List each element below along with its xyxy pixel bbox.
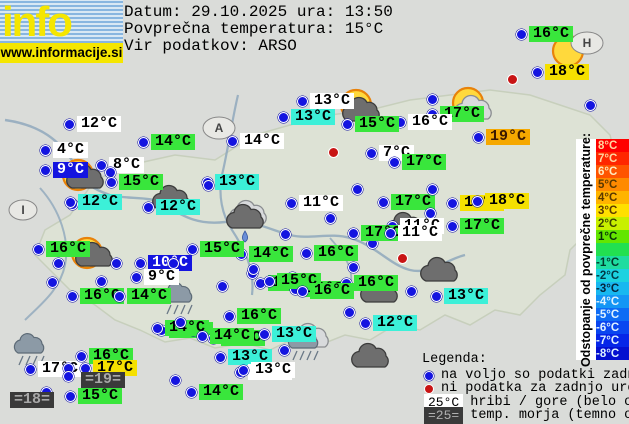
svg-text:H: H bbox=[583, 36, 592, 50]
svg-text:-5°C: -5°C bbox=[596, 309, 619, 321]
svg-text:-7°C: -7°C bbox=[596, 335, 619, 347]
svg-text:info: info bbox=[2, 0, 72, 43]
svg-text:4°C: 4°C bbox=[598, 192, 617, 204]
svg-text:-3°C: -3°C bbox=[596, 283, 619, 295]
svg-text:3°C: 3°C bbox=[598, 205, 617, 217]
svg-text:-1°C: -1°C bbox=[596, 257, 619, 269]
svg-text:-8°C: -8°C bbox=[596, 348, 619, 360]
svg-text:8°C: 8°C bbox=[598, 140, 617, 152]
svg-text:1°C: 1°C bbox=[598, 231, 617, 243]
svg-text:-4°C: -4°C bbox=[596, 296, 619, 308]
svg-text:-2°C: -2°C bbox=[596, 270, 619, 282]
svg-text:5°C: 5°C bbox=[598, 179, 617, 191]
svg-text:A: A bbox=[215, 121, 224, 135]
svg-text:I: I bbox=[21, 203, 24, 217]
svg-text:2°C: 2°C bbox=[598, 218, 617, 230]
svg-text:6°C: 6°C bbox=[598, 166, 617, 178]
svg-text:7°C: 7°C bbox=[598, 153, 617, 165]
svg-text:-6°C: -6°C bbox=[596, 322, 619, 334]
